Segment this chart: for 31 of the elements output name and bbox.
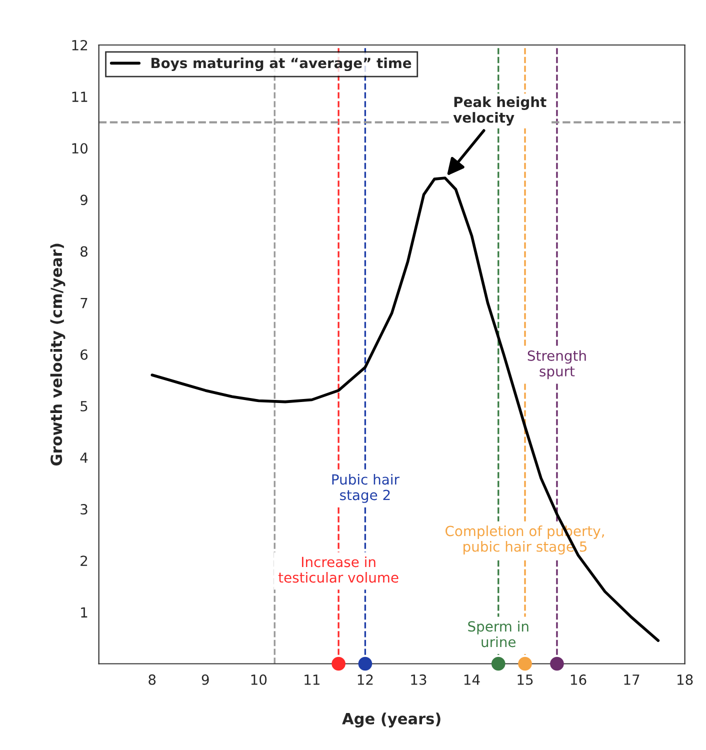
y-tick-label: 10: [72, 143, 88, 154]
y-tick-label: 5: [80, 401, 88, 412]
annotation: Increase in testicular volume: [278, 556, 398, 583]
y-tick-label: 1: [81, 607, 88, 618]
x-tick-label: 12: [358, 674, 373, 685]
legend-label: Boys maturing at “average” time: [152, 58, 412, 72]
y-tick-label: 2: [80, 556, 88, 566]
y-tick-label: 6: [80, 349, 88, 360]
y-tick-label: 12: [72, 40, 88, 50]
x-tick-label: 18: [678, 674, 693, 685]
x-axis-title: Age (years): [342, 712, 440, 728]
x-tick-label: 10: [251, 674, 267, 685]
y-tick-label: 3: [80, 504, 88, 515]
y-tick-label: 7: [80, 298, 88, 308]
y-tick-label: 11: [72, 92, 88, 102]
x-tick-label: 16: [570, 674, 586, 685]
x-tick-label: 11: [304, 674, 320, 685]
x-tick-label: 14: [464, 674, 480, 685]
x-tick-label: 13: [411, 674, 426, 685]
x-tick-label: 15: [518, 674, 533, 685]
x-tick-label: 9: [202, 674, 209, 685]
y-tick-label: 9: [80, 194, 88, 206]
annotation: Strength spurt: [528, 350, 586, 380]
x-tick-label: 8: [148, 674, 156, 685]
y-axis-title: Growth velocity (cm/year): [50, 244, 66, 466]
y-tick-label: 8: [80, 246, 88, 257]
x-tick-label: 17: [624, 674, 640, 685]
annotation: Peak height velocity: [453, 96, 546, 126]
annotation: Sperm in urine: [468, 620, 528, 648]
annotation: Pubic hair stage 2: [332, 474, 400, 503]
y-tick-label: 4: [80, 452, 88, 463]
